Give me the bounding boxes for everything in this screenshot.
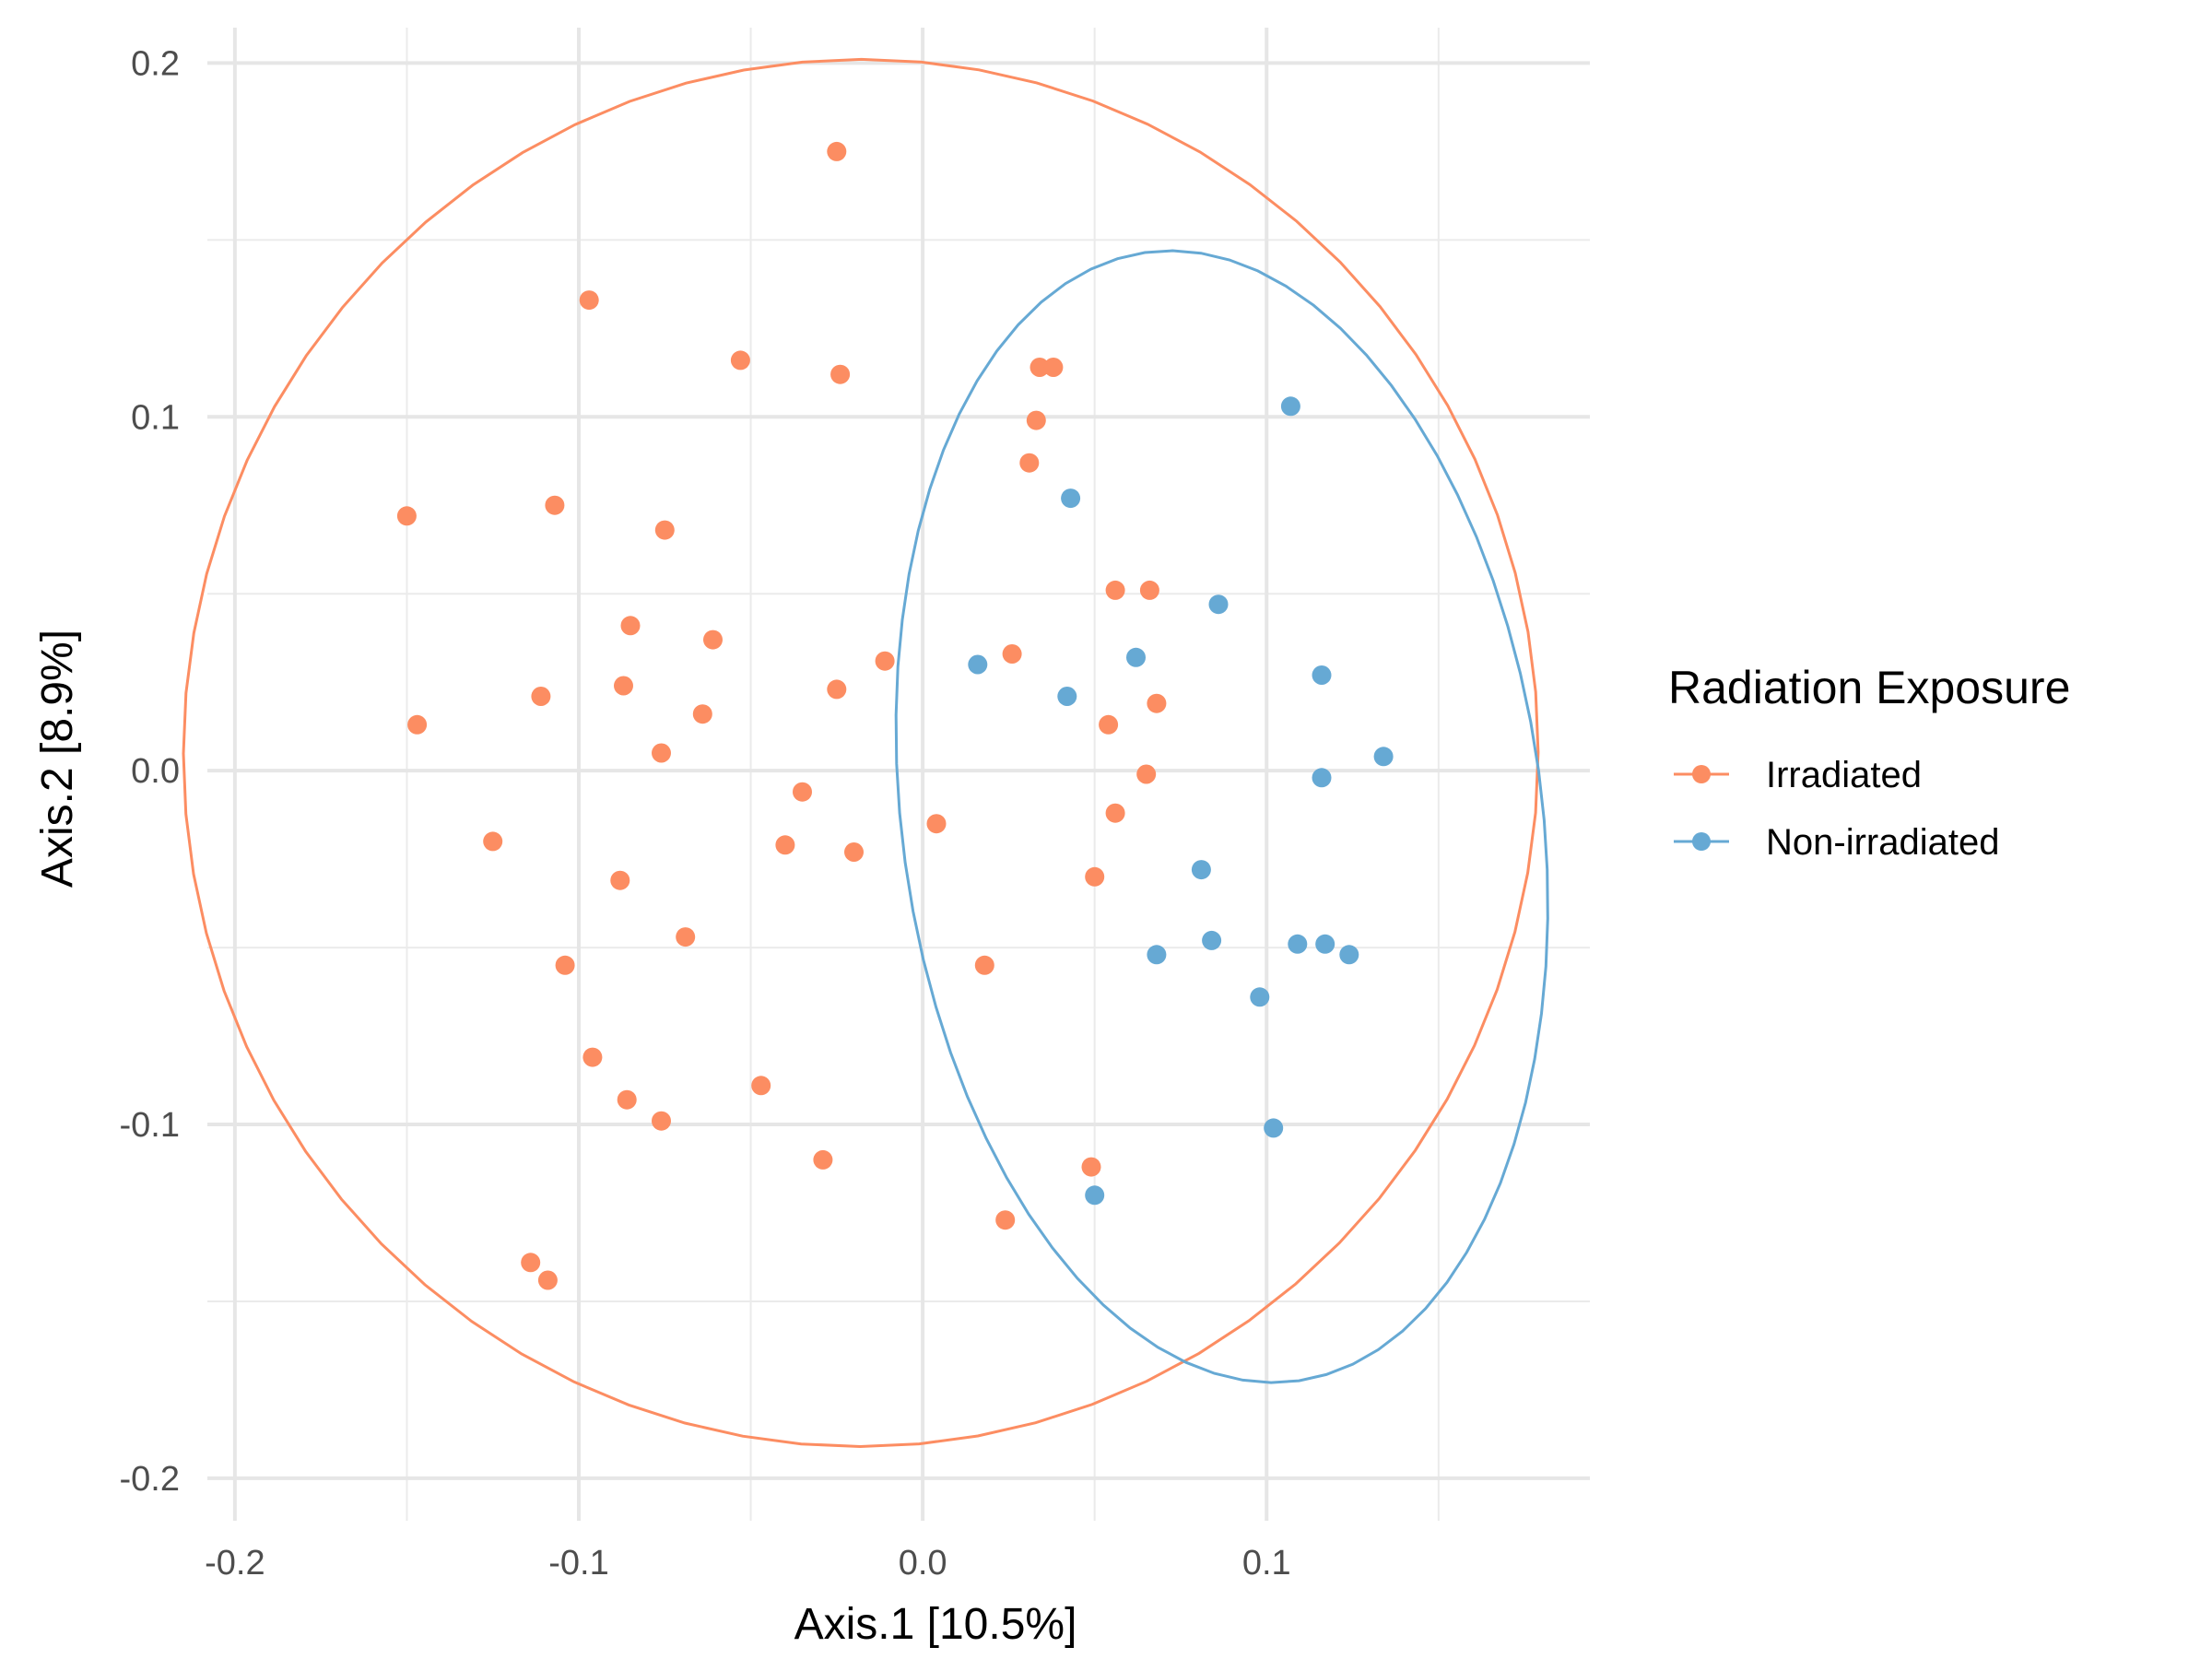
- point-non-irradiated: [1288, 934, 1308, 954]
- legend-key-non-irradiated-dot: [1692, 832, 1711, 851]
- point-non-irradiated: [1373, 747, 1394, 767]
- point-irradiated: [579, 290, 599, 311]
- point-irradiated: [1139, 580, 1159, 600]
- point-irradiated: [617, 1089, 637, 1110]
- point-irradiated: [483, 831, 503, 852]
- point-irradiated: [610, 870, 630, 890]
- point-non-irradiated: [1057, 687, 1077, 706]
- legend-item-non-irradiated: Non-irradiated: [1674, 822, 1999, 863]
- grid-major: [207, 28, 1590, 1521]
- point-irradiated: [703, 629, 723, 650]
- legend-key-irradiated-dot: [1692, 765, 1711, 783]
- y-axis-title: Axis.2 [8.9%]: [33, 629, 82, 888]
- point-non-irradiated: [1280, 396, 1300, 417]
- point-irradiated: [751, 1076, 771, 1096]
- point-irradiated: [830, 364, 851, 384]
- point-non-irradiated: [1126, 647, 1146, 667]
- legend-label-non-irradiated: Non-irradiated: [1766, 822, 1999, 863]
- point-non-irradiated: [1061, 488, 1081, 509]
- point-non-irradiated: [1202, 930, 1222, 950]
- point-irradiated: [844, 842, 864, 862]
- x-axis-ticks: -0.2 -0.1 0.0 0.1: [205, 1544, 1291, 1583]
- point-irradiated: [555, 955, 575, 975]
- x-tick-label: 0.0: [899, 1544, 947, 1583]
- point-irradiated: [407, 714, 428, 735]
- point-irradiated: [827, 141, 847, 161]
- x-tick-label: -0.1: [548, 1544, 608, 1583]
- point-irradiated: [1085, 866, 1105, 887]
- point-irradiated: [793, 782, 812, 802]
- point-irradiated: [730, 350, 750, 371]
- point-irradiated: [1081, 1157, 1101, 1177]
- ellipse-non-irradiated: [894, 249, 1549, 1384]
- legend-item-irradiated: Irradiated: [1674, 755, 1922, 795]
- point-irradiated: [974, 955, 994, 975]
- point-non-irradiated: [1312, 768, 1332, 788]
- legend-title: Radiation Exposure: [1668, 662, 2070, 713]
- data-points: [396, 141, 1394, 1290]
- point-irradiated: [654, 520, 675, 540]
- y-tick-label: -0.2: [120, 1460, 180, 1499]
- x-tick-label: -0.2: [205, 1544, 265, 1583]
- point-irradiated: [1105, 803, 1125, 823]
- grid-minor: [207, 28, 1590, 1521]
- point-irradiated: [1147, 693, 1167, 713]
- point-irradiated: [676, 927, 696, 947]
- point-non-irradiated: [1312, 665, 1332, 685]
- y-tick-label: 0.2: [131, 44, 180, 83]
- point-irradiated: [692, 704, 712, 724]
- legend: Radiation Exposure Irradiated Non-irradi…: [1668, 662, 2070, 863]
- point-irradiated: [926, 814, 947, 834]
- point-irradiated: [1026, 410, 1046, 430]
- point-irradiated: [1136, 764, 1157, 784]
- y-tick-label: 0.0: [131, 752, 180, 791]
- y-tick-label: 0.1: [131, 398, 180, 437]
- point-irradiated: [1043, 358, 1064, 377]
- point-irradiated: [1030, 358, 1050, 377]
- point-irradiated: [396, 506, 417, 526]
- x-axis-title: Axis.1 [10.5%]: [794, 1600, 1077, 1649]
- point-irradiated: [652, 743, 671, 763]
- point-irradiated: [531, 687, 551, 706]
- point-non-irradiated: [1250, 987, 1270, 1007]
- point-non-irradiated: [1315, 934, 1335, 954]
- y-axis-ticks: -0.2 -0.1 0.0 0.1 0.2: [120, 44, 180, 1499]
- point-non-irradiated: [1085, 1185, 1105, 1206]
- point-irradiated: [775, 835, 795, 855]
- point-irradiated: [537, 1270, 558, 1290]
- point-irradiated: [1019, 453, 1040, 473]
- point-irradiated: [995, 1210, 1016, 1230]
- point-irradiated: [827, 679, 847, 700]
- point-irradiated: [875, 651, 895, 671]
- point-irradiated: [614, 676, 633, 696]
- point-irradiated: [1105, 580, 1125, 600]
- point-non-irradiated: [1147, 945, 1167, 965]
- point-irradiated: [1099, 714, 1119, 735]
- point-irradiated: [521, 1253, 541, 1273]
- confidence-ellipses: [182, 57, 1549, 1449]
- y-tick-label: -0.1: [120, 1106, 180, 1145]
- point-non-irradiated: [1208, 594, 1229, 615]
- x-tick-label: 0.1: [1242, 1544, 1291, 1583]
- point-irradiated: [620, 616, 641, 636]
- point-irradiated: [652, 1111, 671, 1131]
- point-non-irradiated: [1339, 945, 1359, 965]
- point-non-irradiated: [968, 654, 988, 675]
- point-non-irradiated: [1191, 860, 1211, 880]
- point-non-irradiated: [1264, 1118, 1284, 1138]
- point-irradiated: [582, 1047, 603, 1067]
- ellipse-irradiated: [182, 57, 1540, 1449]
- point-irradiated: [1002, 644, 1022, 664]
- legend-label-irradiated: Irradiated: [1766, 755, 1922, 795]
- point-irradiated: [813, 1149, 833, 1170]
- point-irradiated: [545, 495, 565, 515]
